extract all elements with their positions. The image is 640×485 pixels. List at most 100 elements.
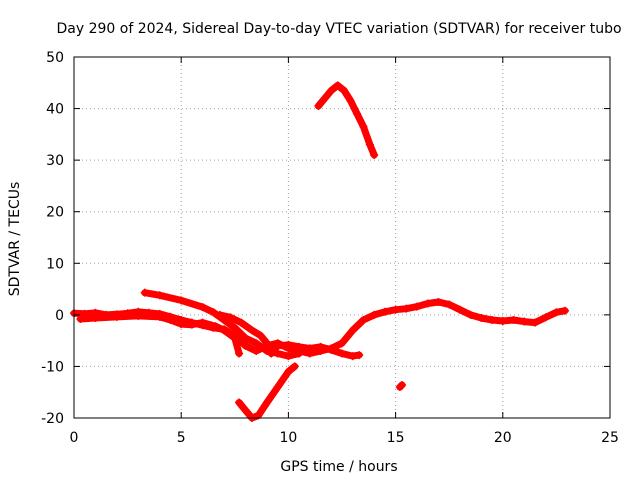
data-point	[370, 310, 379, 319]
series-descending-arc	[235, 362, 299, 422]
data-point	[359, 122, 368, 131]
y-tick-label: 50	[46, 50, 64, 66]
y-tick-label: 0	[55, 308, 64, 324]
series-isolated-point	[395, 380, 407, 392]
x-tick-label: 15	[387, 430, 405, 446]
data-point	[509, 316, 518, 325]
series-upper-branch-2	[215, 310, 364, 361]
data-point	[348, 326, 357, 335]
data-point	[402, 304, 411, 313]
y-tick-label: -10	[41, 359, 64, 375]
data-point	[541, 313, 550, 322]
data-point	[241, 406, 250, 415]
data-point	[314, 101, 323, 110]
series-high-arc	[314, 81, 379, 159]
data-point	[498, 317, 507, 326]
data-point	[241, 341, 250, 350]
data-point	[235, 349, 244, 358]
plot-frame	[73, 56, 611, 419]
data-point	[370, 150, 379, 159]
data-point	[241, 334, 250, 343]
series-band-lower-branch	[76, 311, 244, 358]
data-point	[284, 340, 293, 349]
data-point	[252, 339, 261, 348]
data-point	[340, 86, 349, 95]
y-tick-label: -20	[41, 411, 64, 427]
data-point	[226, 313, 235, 322]
series-trace	[216, 311, 363, 360]
tick-layer: 0 5 10 15 20 25 -20 -10 0 10 20 30 40 50	[41, 50, 619, 446]
data-point	[327, 86, 336, 95]
data-point	[209, 308, 218, 317]
data-point	[295, 349, 304, 358]
data-point	[140, 288, 149, 297]
data-point	[488, 316, 497, 325]
y-tick-label: 40	[46, 102, 64, 118]
y-tick-label: 20	[46, 205, 64, 221]
data-point	[423, 299, 432, 308]
data-point	[477, 313, 486, 322]
data-point	[112, 312, 121, 321]
data-point	[230, 323, 239, 332]
data-point	[91, 313, 100, 322]
data-point	[211, 322, 220, 331]
data-point	[355, 351, 364, 360]
data-point	[333, 81, 342, 90]
data-point	[295, 342, 304, 351]
data-point	[273, 341, 282, 350]
data-point	[235, 398, 244, 407]
x-tick-label: 20	[494, 430, 512, 446]
series-trace	[235, 362, 299, 422]
data-point	[256, 331, 265, 340]
data-point	[155, 312, 164, 321]
y-axis-title: SDTVAR / TECUs	[7, 182, 23, 297]
x-tick-label: 0	[70, 430, 79, 446]
data-point	[284, 367, 293, 376]
series-trace	[314, 81, 378, 159]
data-point	[187, 320, 196, 329]
data-point	[346, 96, 355, 105]
data-point	[262, 398, 271, 407]
data-point	[552, 308, 561, 317]
data-point	[290, 362, 299, 371]
data-point	[166, 316, 175, 325]
data-point	[316, 342, 325, 351]
y-tick-label: 10	[46, 256, 64, 272]
data-point	[398, 380, 407, 389]
data-point	[327, 345, 336, 354]
series-trace	[76, 312, 243, 357]
data-point	[252, 346, 261, 355]
data-point	[305, 344, 314, 353]
data-point	[220, 326, 229, 335]
data-point	[284, 352, 293, 361]
data-point	[262, 339, 271, 348]
data-point	[338, 349, 346, 358]
data-point	[466, 310, 475, 319]
data-point	[267, 349, 276, 358]
data-point	[455, 305, 464, 314]
data-point	[434, 297, 443, 306]
data-point	[353, 109, 362, 118]
data-point	[380, 307, 389, 316]
data-point	[365, 140, 374, 149]
data-point	[530, 318, 539, 327]
data-layer	[70, 81, 569, 422]
data-point	[391, 305, 400, 314]
data-point	[348, 352, 357, 361]
data-point	[198, 303, 207, 312]
data-point	[445, 300, 454, 309]
data-point	[134, 311, 143, 320]
x-axis-title: GPS time / hours	[280, 459, 397, 475]
chart-title: Day 290 of 2024, Sidereal Day-to-day VTE…	[56, 21, 621, 37]
data-point	[237, 318, 246, 327]
x-tick-label: 10	[279, 430, 297, 446]
data-point	[177, 320, 186, 329]
y-tick-label: 30	[46, 153, 64, 169]
data-point	[215, 310, 224, 319]
data-point	[520, 317, 529, 326]
data-point	[359, 316, 368, 325]
data-point	[320, 94, 329, 103]
data-point	[338, 339, 346, 348]
x-tick-label: 5	[177, 430, 186, 446]
